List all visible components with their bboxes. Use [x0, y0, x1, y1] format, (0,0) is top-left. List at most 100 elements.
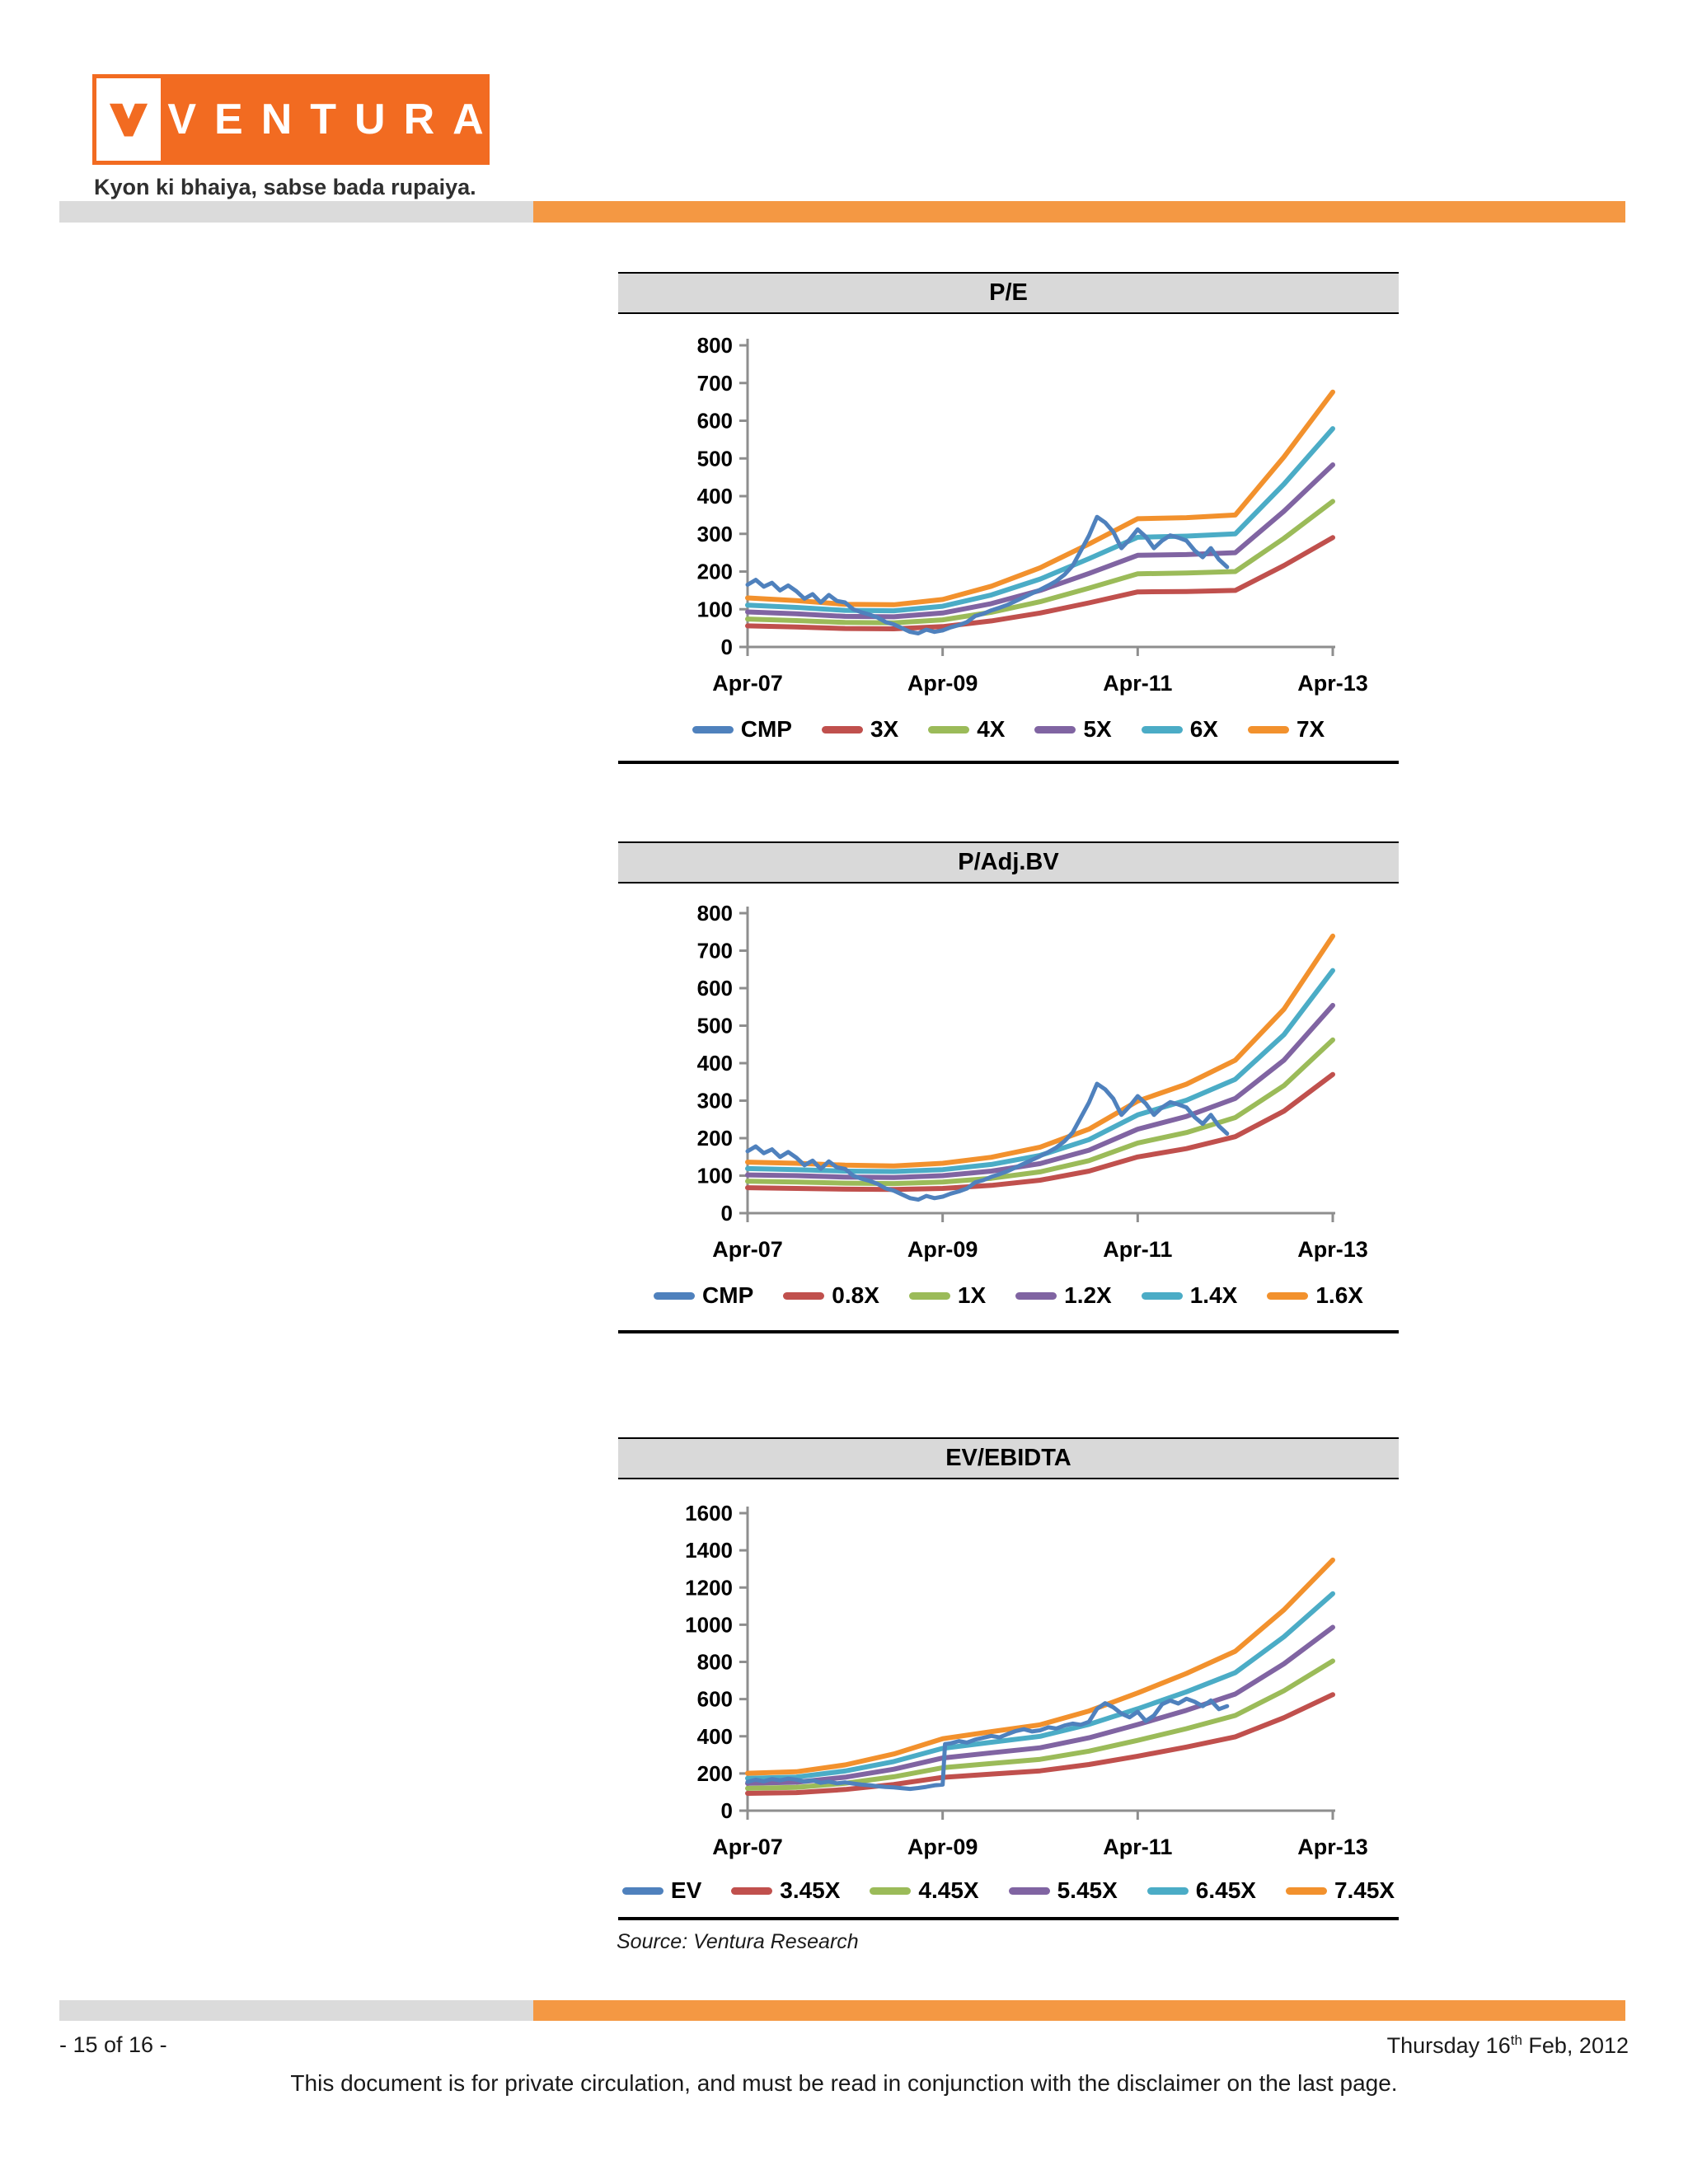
- series-line-5X: [745, 462, 1335, 620]
- y-tick-label: 100: [697, 597, 733, 621]
- y-tick-label: 500: [697, 1014, 733, 1038]
- legend-swatch-EV: [621, 1886, 663, 1895]
- brand-name: VENTURA: [167, 96, 502, 143]
- logo-banner: VENTURA: [165, 74, 490, 165]
- y-tick-label: 400: [697, 1051, 733, 1076]
- legend-item-CMP: CMP: [692, 716, 792, 743]
- y-tick-label: 600: [697, 1687, 733, 1712]
- footer-divider-bar: [59, 2000, 1625, 2021]
- legend-swatch-3X: [821, 725, 863, 733]
- y-tick-label: 500: [697, 446, 733, 471]
- legend-item-5X: 5X: [1034, 716, 1112, 743]
- chart-padjbv-title-bar: P/Adj.BV: [618, 841, 1399, 883]
- chart-evebidta-plot: 0 200 400 600 800 1000 1200 1400 1600 Apr-07 Apr-0…: [618, 1501, 1399, 1920]
- chart-padjbv-plot: 0 100 200 300 400 500 600 700 800 Apr-07 Apr-09 Apr…: [618, 901, 1399, 1333]
- y-tick-label: 800: [697, 901, 733, 926]
- header-divider-gray: [59, 201, 533, 223]
- source-note: Source: Ventura Research: [617, 1930, 859, 1953]
- y-tick-label: 600: [697, 409, 733, 434]
- x-tick-label: Apr-13: [1297, 1237, 1368, 1262]
- legend-swatch-1X: [908, 1291, 950, 1300]
- y-tick-label: 700: [697, 371, 733, 396]
- header-divider-bar: [59, 201, 1625, 223]
- legend-label: 7.45X: [1334, 1877, 1395, 1903]
- legend-swatch-6.45X: [1146, 1886, 1189, 1895]
- page-number: - 15 of 16 -: [59, 2032, 167, 2057]
- series-line-6X: [745, 426, 1335, 614]
- y-tick-label: 0: [721, 1798, 733, 1823]
- series-line-3.45X: [745, 1692, 1335, 1796]
- x-tick-label: Apr-09: [907, 1835, 978, 1859]
- chart-padjbv-legend: CMP 0.8X 1X 1.2X 1.4X 1.6X: [618, 1281, 1399, 1310]
- legend-label: 7X: [1296, 716, 1325, 742]
- x-tick-label: Apr-11: [1103, 1237, 1172, 1262]
- legend-item-6X: 6X: [1141, 716, 1218, 743]
- x-tick-label: Apr-07: [712, 671, 783, 696]
- x-tick-label: Apr-13: [1297, 671, 1368, 696]
- y-tick-label: 0: [721, 635, 733, 659]
- legend-item-3X: 3X: [821, 716, 898, 743]
- header-divider-orange: [533, 201, 1625, 223]
- legend-item-1.6X: 1.6X: [1267, 1282, 1363, 1309]
- series-line-4X: [745, 499, 1335, 626]
- y-tick-label: 1600: [685, 1501, 733, 1526]
- y-tick-label: 200: [697, 1761, 733, 1786]
- legend-swatch-5X: [1034, 725, 1076, 733]
- series-line-EV: [745, 1696, 1230, 1792]
- legend-label: 1.2X: [1064, 1282, 1112, 1308]
- x-tick-label: Apr-07: [712, 1835, 783, 1859]
- chart-bottom-border: [618, 1330, 1399, 1333]
- y-tick-label: 200: [697, 560, 733, 584]
- legend-item-1.4X: 1.4X: [1141, 1282, 1238, 1309]
- series-line-6.45X: [745, 1591, 1335, 1781]
- legend-swatch-CMP: [692, 725, 734, 733]
- legend-item-1X: 1X: [908, 1282, 987, 1309]
- series-line-5.45X: [745, 1624, 1335, 1786]
- footer-divider-gray: [59, 2000, 533, 2021]
- x-tick-label: Apr-11: [1103, 671, 1172, 696]
- chart-bottom-border: [618, 1917, 1399, 1920]
- series-line-CMP: [745, 1081, 1230, 1202]
- legend-swatch-4X: [928, 725, 970, 733]
- legend-label: 1.4X: [1189, 1282, 1238, 1308]
- series-line-7X: [745, 389, 1335, 607]
- footer-row: - 15 of 16 - Thursday 16th Feb, 2012: [59, 2032, 1629, 2059]
- legend-swatch-6X: [1141, 725, 1183, 733]
- legend-item-1.2X: 1.2X: [1015, 1282, 1112, 1309]
- logo-v-icon: [109, 103, 148, 137]
- series-line-1.4X: [745, 968, 1335, 1174]
- y-tick-label: 200: [697, 1126, 733, 1151]
- y-tick-label: 300: [697, 522, 733, 546]
- chart-evebidta-legend: EV 3.45X 4.45X 5.45X 6.45X 7.45X: [618, 1876, 1399, 1905]
- legend-label: 4.45X: [918, 1877, 979, 1903]
- footer-divider-orange: [533, 2000, 1625, 2021]
- legend-label: 0.8X: [832, 1282, 879, 1308]
- chart-pe-legend: CMP 3X 4X 5X 6X 7X: [618, 715, 1399, 744]
- y-tick-label: 300: [697, 1089, 733, 1113]
- legend-item-6.45X: 6.45X: [1146, 1877, 1256, 1904]
- series-line-CMP: [745, 514, 1230, 635]
- legend-item-CMP: CMP: [654, 1282, 753, 1309]
- logo-mark: [92, 74, 165, 165]
- chart-pe-title: P/E: [989, 279, 1028, 306]
- y-tick-label: 100: [697, 1164, 733, 1188]
- x-tick-label: Apr-11: [1103, 1835, 1172, 1859]
- report-date: Thursday 16th Feb, 2012: [1386, 2032, 1629, 2058]
- legend-item-5.45X: 5.45X: [1008, 1877, 1118, 1904]
- y-tick-label: 0: [721, 1201, 733, 1226]
- y-tick-label: 400: [697, 1724, 733, 1749]
- y-tick-label: 800: [697, 1650, 733, 1675]
- disclaimer-text: This document is for private circulation…: [290, 2070, 1398, 2096]
- legend-item-3.45X: 3.45X: [731, 1877, 840, 1904]
- series-line-1.6X: [745, 933, 1335, 1169]
- legend-swatch-7.45X: [1285, 1886, 1327, 1895]
- legend-label: 1X: [957, 1282, 987, 1308]
- series-line-7.45X: [745, 1557, 1335, 1776]
- legend-label: 5.45X: [1057, 1877, 1118, 1903]
- series-line-1.2X: [745, 1002, 1335, 1180]
- legend-item-EV: EV: [621, 1877, 701, 1904]
- legend-label: 6X: [1189, 716, 1218, 742]
- legend-swatch-3.45X: [731, 1886, 773, 1895]
- brand-tagline: Kyon ki bhaiya, sabse bada rupaiya.: [94, 175, 476, 199]
